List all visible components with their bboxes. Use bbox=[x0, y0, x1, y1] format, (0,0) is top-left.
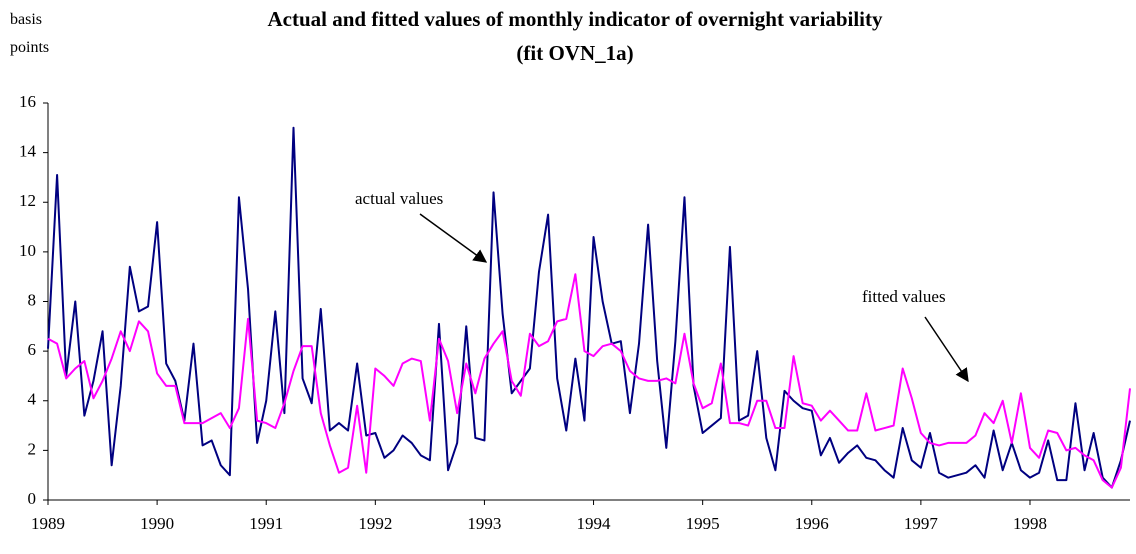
y-tick-label: 10 bbox=[19, 241, 36, 260]
x-tick-label: 1994 bbox=[577, 514, 612, 533]
y-tick-label: 2 bbox=[28, 439, 37, 458]
x-tick-label: 1995 bbox=[686, 514, 720, 533]
y-tick-label: 14 bbox=[19, 142, 37, 161]
y-tick-label: 0 bbox=[28, 489, 37, 508]
x-tick-label: 1993 bbox=[467, 514, 501, 533]
arrow bbox=[419, 213, 488, 263]
y-axis-label: basis points bbox=[10, 11, 50, 56]
x-tick-label: 1997 bbox=[904, 514, 939, 533]
x-tick-label: 1991 bbox=[249, 514, 283, 533]
y-tick-label: 6 bbox=[28, 340, 37, 359]
y-tick-label: 12 bbox=[19, 191, 36, 210]
arrow bbox=[924, 316, 969, 383]
chart-subtitle: (fit OVN_1a) bbox=[516, 41, 633, 65]
x-tick-label: 1989 bbox=[31, 514, 65, 533]
y-tick-label: 4 bbox=[28, 390, 37, 409]
x-tick-label: 1996 bbox=[795, 514, 829, 533]
x-tick-label: 1990 bbox=[140, 514, 174, 533]
series-line bbox=[47, 273, 1131, 489]
series-line bbox=[47, 126, 1131, 489]
annotation: fitted values bbox=[862, 287, 946, 306]
y-tick-label: 8 bbox=[28, 290, 37, 309]
x-tick-label: 1992 bbox=[358, 514, 392, 533]
chart-title: Actual and fitted values of monthly indi… bbox=[267, 7, 883, 31]
annotation: actual values bbox=[355, 189, 443, 208]
x-tick-label: 1998 bbox=[1013, 514, 1047, 533]
y-tick-label: 16 bbox=[19, 92, 36, 111]
